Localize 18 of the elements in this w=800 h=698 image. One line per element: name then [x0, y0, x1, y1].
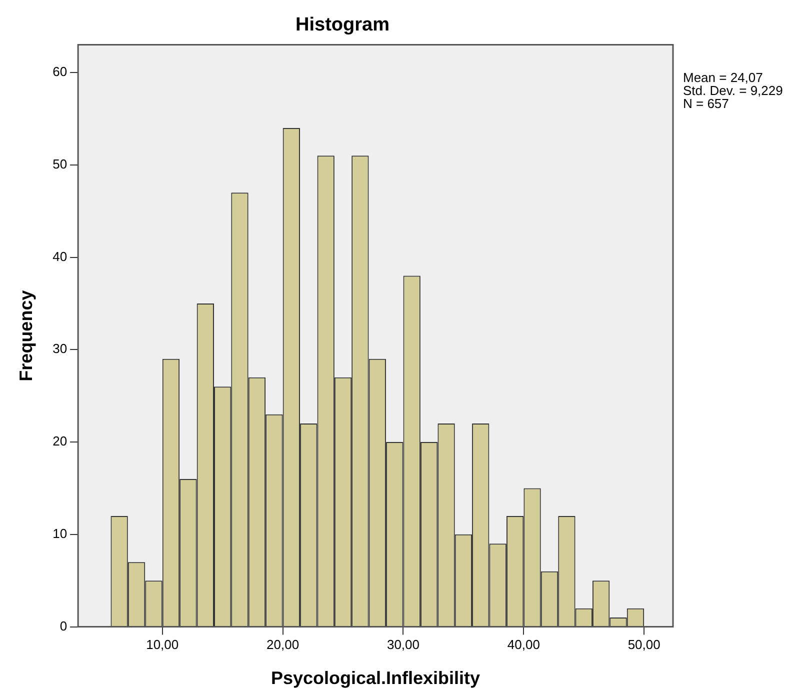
y-tick-label: 50: [52, 156, 68, 172]
x-axis-title: Psycological.Inflexibility: [270, 668, 480, 688]
chart-title: Histogram: [296, 14, 390, 36]
text: N = 657: [683, 96, 729, 111]
y-tick-label: 60: [52, 64, 68, 80]
x-tick-label: 10,00: [146, 637, 179, 652]
x-tick-label: 20,00: [266, 637, 300, 652]
text: Mean = 24,07: [683, 70, 763, 85]
y-tick-label: 40: [52, 248, 68, 264]
y-tick-label: 30: [52, 341, 68, 356]
y-axis-title: Frequency: [16, 290, 36, 382]
x-tick-label: 50,00: [628, 637, 660, 652]
y-tick-label: 0: [60, 618, 68, 634]
text: Std. Dev. = 9,229: [683, 82, 783, 98]
y-tick-label: 20: [52, 434, 68, 449]
x-tick-label: 40,00: [507, 637, 540, 652]
y-tick-label: 10: [52, 526, 68, 541]
x-tick-label: 30,00: [386, 637, 420, 652]
